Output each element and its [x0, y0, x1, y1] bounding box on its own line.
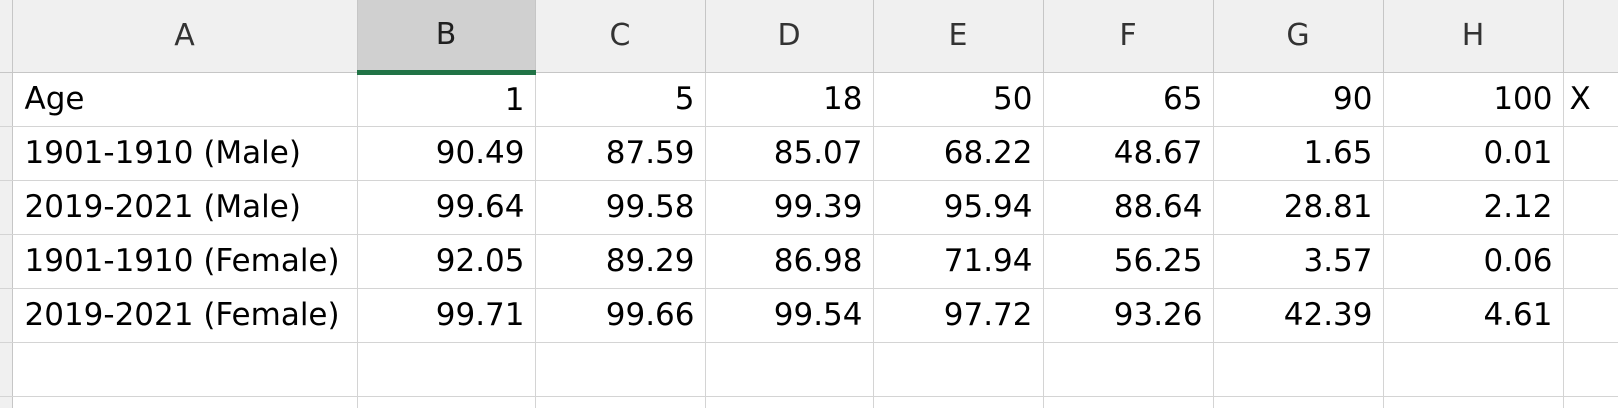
column-header-g[interactable]: G — [1213, 0, 1384, 73]
table-row-partial[interactable] — [0, 396, 1618, 408]
cell-f1[interactable]: 65 — [1043, 72, 1214, 127]
cell-i4[interactable] — [1563, 234, 1618, 289]
cell-f7[interactable] — [1043, 396, 1214, 408]
column-header-e[interactable]: E — [873, 0, 1044, 73]
cell-g3[interactable]: 28.81 — [1213, 180, 1384, 235]
cell-a2[interactable]: 1901-1910 (Male) — [12, 126, 358, 181]
cell-g1[interactable]: 90 — [1213, 72, 1384, 127]
cell-e5[interactable]: 97.72 — [873, 288, 1044, 343]
cell-d4[interactable]: 86.98 — [705, 234, 874, 289]
cell-g4[interactable]: 3.57 — [1213, 234, 1384, 289]
cell-h5[interactable]: 4.61 — [1383, 288, 1564, 343]
cell-i6[interactable] — [1563, 342, 1618, 397]
cell-d1[interactable]: 18 — [705, 72, 874, 127]
cell-f2[interactable]: 48.67 — [1043, 126, 1214, 181]
cell-g2[interactable]: 1.65 — [1213, 126, 1384, 181]
cell-a3[interactable]: 2019-2021 (Male) — [12, 180, 358, 235]
cell-d6[interactable] — [705, 342, 874, 397]
row-gutter — [0, 72, 13, 127]
cell-c5[interactable]: 99.66 — [535, 288, 706, 343]
cell-a7[interactable] — [12, 396, 358, 408]
cell-c1[interactable]: 5 — [535, 72, 706, 127]
cell-h3[interactable]: 2.12 — [1383, 180, 1564, 235]
row-gutter — [0, 234, 13, 289]
cell-a4[interactable]: 1901-1910 (Female) — [12, 234, 358, 289]
cell-h1[interactable]: 100 — [1383, 72, 1564, 127]
cell-c6[interactable] — [535, 342, 706, 397]
cell-c4[interactable]: 89.29 — [535, 234, 706, 289]
cell-b3[interactable]: 99.64 — [357, 180, 536, 235]
column-header-c[interactable]: C — [535, 0, 706, 73]
cell-c7[interactable] — [535, 396, 706, 408]
table-row[interactable]: 2019-2021 (Male) 99.64 99.58 99.39 95.94… — [0, 180, 1618, 235]
cell-b7[interactable] — [357, 396, 536, 408]
cell-b6[interactable] — [357, 342, 536, 397]
cell-e3[interactable]: 95.94 — [873, 180, 1044, 235]
cell-f3[interactable]: 88.64 — [1043, 180, 1214, 235]
cell-d7[interactable] — [705, 396, 874, 408]
table-row-empty[interactable] — [0, 342, 1618, 397]
cell-e1[interactable]: 50 — [873, 72, 1044, 127]
column-header-h[interactable]: H — [1383, 0, 1564, 73]
column-header-f[interactable]: F — [1043, 0, 1214, 73]
cell-b1[interactable]: 1 — [357, 72, 536, 127]
column-header-row: A B C D E F G H — [0, 0, 1618, 75]
cell-d5[interactable]: 99.54 — [705, 288, 874, 343]
cell-c3[interactable]: 99.58 — [535, 180, 706, 235]
row-header-gutter — [0, 0, 13, 73]
cell-h4[interactable]: 0.06 — [1383, 234, 1564, 289]
row-gutter — [0, 126, 13, 181]
row-gutter — [0, 180, 13, 235]
cell-i3[interactable] — [1563, 180, 1618, 235]
cell-d3[interactable]: 99.39 — [705, 180, 874, 235]
column-header-d[interactable]: D — [705, 0, 874, 73]
cell-g6[interactable] — [1213, 342, 1384, 397]
column-header-i-clipped[interactable] — [1563, 0, 1618, 73]
cell-h2[interactable]: 0.01 — [1383, 126, 1564, 181]
table-row[interactable]: 1901-1910 (Female) 92.05 89.29 86.98 71.… — [0, 234, 1618, 289]
cell-i5[interactable] — [1563, 288, 1618, 343]
cell-i7[interactable] — [1563, 396, 1618, 408]
cell-b2[interactable]: 90.49 — [357, 126, 536, 181]
cell-c2[interactable]: 87.59 — [535, 126, 706, 181]
cell-g7[interactable] — [1213, 396, 1384, 408]
cell-a1[interactable]: Age — [12, 72, 358, 127]
cell-i1-overflow[interactable]: X — [1563, 72, 1618, 127]
cell-e6[interactable] — [873, 342, 1044, 397]
cell-g5[interactable]: 42.39 — [1213, 288, 1384, 343]
cell-f5[interactable]: 93.26 — [1043, 288, 1214, 343]
cell-b5[interactable]: 99.71 — [357, 288, 536, 343]
cell-b4[interactable]: 92.05 — [357, 234, 536, 289]
column-header-a[interactable]: A — [12, 0, 358, 73]
row-gutter — [0, 342, 13, 397]
row-gutter — [0, 288, 13, 343]
cell-i2[interactable] — [1563, 126, 1618, 181]
column-header-b[interactable]: B — [357, 0, 536, 75]
cell-e4[interactable]: 71.94 — [873, 234, 1044, 289]
row-gutter — [0, 396, 13, 408]
cell-a6[interactable] — [12, 342, 358, 397]
cell-f6[interactable] — [1043, 342, 1214, 397]
cell-h6[interactable] — [1383, 342, 1564, 397]
table-row[interactable]: 2019-2021 (Female) 99.71 99.66 99.54 97.… — [0, 288, 1618, 343]
cell-h7[interactable] — [1383, 396, 1564, 408]
cell-e7[interactable] — [873, 396, 1044, 408]
cell-e2[interactable]: 68.22 — [873, 126, 1044, 181]
cell-f4[interactable]: 56.25 — [1043, 234, 1214, 289]
cell-d2[interactable]: 85.07 — [705, 126, 874, 181]
cell-a5[interactable]: 2019-2021 (Female) — [12, 288, 358, 343]
table-row[interactable]: 1901-1910 (Male) 90.49 87.59 85.07 68.22… — [0, 126, 1618, 181]
table-row[interactable]: Age 1 5 18 50 65 90 100 X — [0, 72, 1618, 127]
